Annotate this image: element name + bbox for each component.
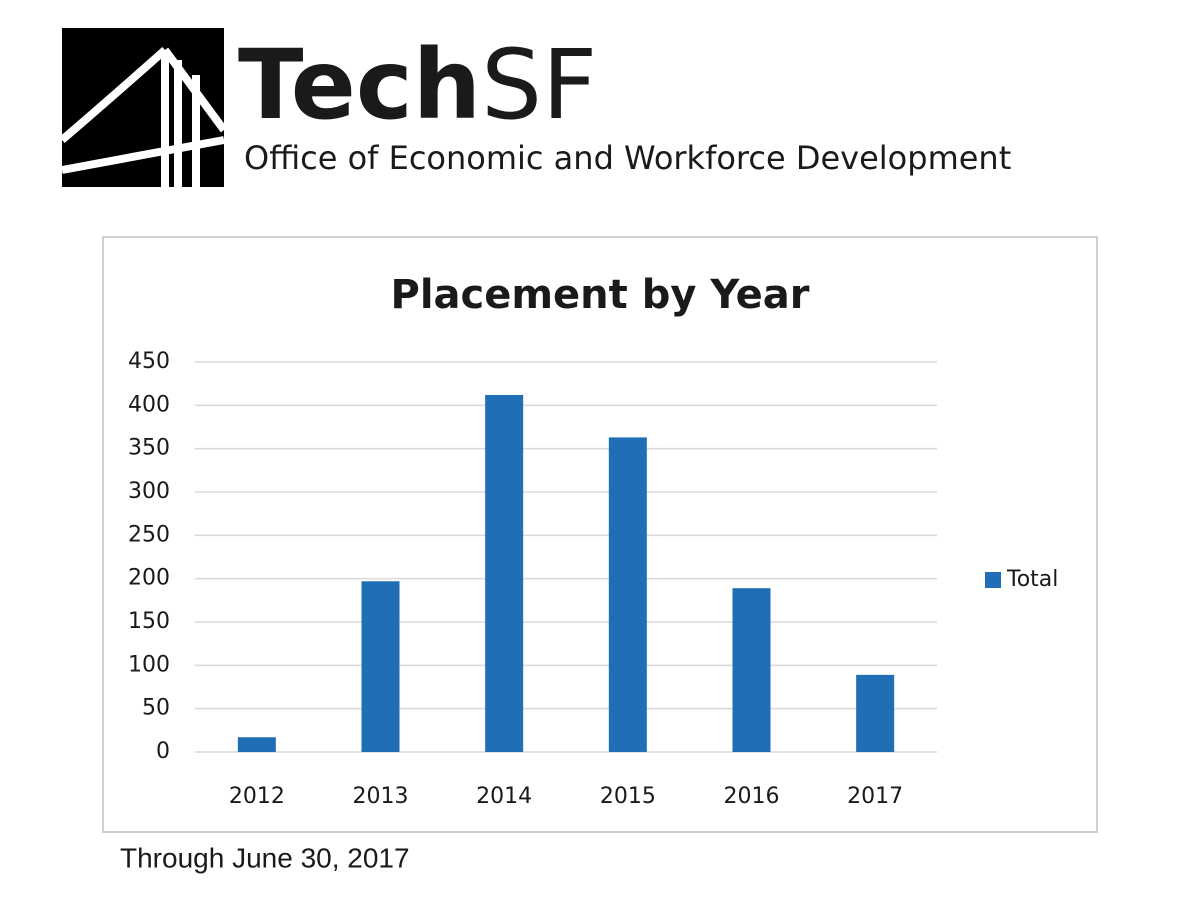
y-tick-label: 300 bbox=[128, 479, 170, 504]
y-tick-label: 0 bbox=[156, 739, 170, 764]
y-tick-label: 250 bbox=[128, 522, 170, 547]
brand: TechSF bbox=[238, 29, 597, 141]
bar bbox=[485, 394, 524, 752]
x-tick-label: 2013 bbox=[353, 784, 409, 809]
bar bbox=[608, 437, 647, 752]
tagline: Office of Economic and Workforce Develop… bbox=[244, 139, 1011, 177]
y-tick-label: 400 bbox=[128, 392, 170, 417]
bar bbox=[361, 581, 400, 752]
legend-label: Total bbox=[1006, 567, 1058, 592]
y-tick-label: 200 bbox=[128, 566, 170, 591]
chart-title: Placement by Year bbox=[391, 272, 810, 318]
x-tick-label: 2015 bbox=[600, 784, 656, 809]
footnote: Through June 30, 2017 bbox=[120, 842, 410, 873]
y-tick-label: 150 bbox=[128, 609, 170, 634]
logo: TechSF Office of Economic and Workforce … bbox=[59, 28, 1011, 187]
y-tick-label: 50 bbox=[142, 696, 170, 721]
x-tick-label: 2012 bbox=[229, 784, 285, 809]
x-tick-label: 2014 bbox=[476, 784, 532, 809]
bar bbox=[856, 674, 895, 752]
x-tick-label: 2016 bbox=[724, 784, 780, 809]
y-tick-label: 350 bbox=[128, 436, 170, 461]
chart-frame bbox=[102, 236, 1098, 833]
legend-swatch bbox=[985, 572, 1001, 588]
bar bbox=[732, 588, 771, 752]
brand-bold: Tech bbox=[238, 29, 481, 141]
bar bbox=[237, 737, 276, 752]
bridge-icon bbox=[59, 47, 228, 187]
brand-light: SF bbox=[481, 29, 597, 141]
y-tick-label: 100 bbox=[128, 652, 170, 677]
x-tick-label: 2017 bbox=[847, 784, 903, 809]
y-tick-label: 450 bbox=[128, 349, 170, 374]
